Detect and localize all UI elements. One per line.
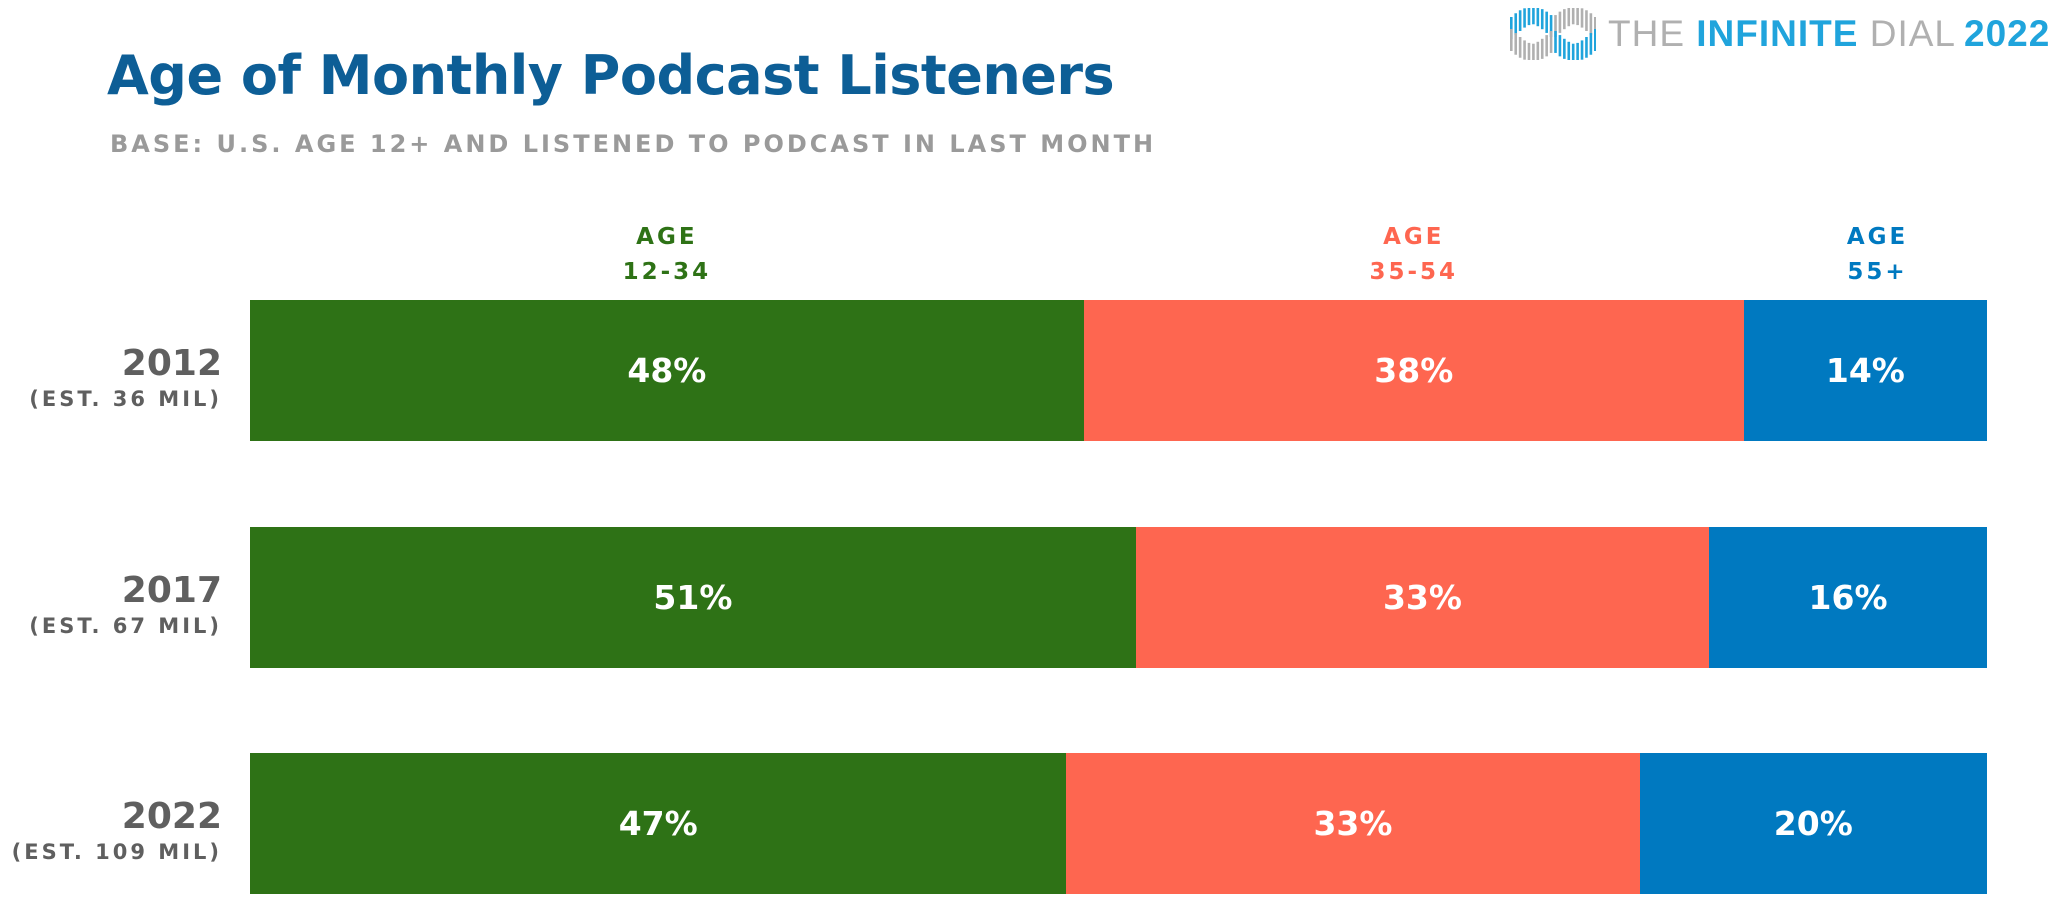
- logo-bar: [1540, 38, 1544, 59]
- logo-bar: [1558, 35, 1562, 57]
- bar-segment-2022-age-55-: 20%: [1639, 753, 1987, 894]
- bar-segment-2012-age-35-54: 38%: [1083, 300, 1744, 441]
- bar-segment-2012-age-55-: 14%: [1743, 300, 1987, 441]
- row-estimate: (EST. 36 MIL): [29, 387, 222, 411]
- logo-bar: [1571, 43, 1575, 60]
- logo-bar: [1585, 37, 1588, 58]
- data-label: 48%: [627, 351, 707, 390]
- logo-text: THE INFINITE DIAL 2022: [1608, 13, 2048, 55]
- logo-bar: [1527, 42, 1531, 60]
- logo-bar: [1523, 8, 1526, 28]
- logo-bar: [1589, 33, 1593, 55]
- logo-text-the: THE: [1608, 13, 1697, 54]
- data-label: 16%: [1808, 578, 1888, 617]
- logo-bar: [1523, 40, 1526, 60]
- legend-header-line2: 12-34: [622, 259, 712, 285]
- logo-bar: [1527, 8, 1531, 26]
- logo-bar: [1594, 17, 1596, 39]
- bar-row-2022: 47% 33% 20%: [250, 753, 1987, 894]
- data-label: 33%: [1313, 804, 1393, 843]
- row-label-2017: 2017 (EST. 67 MIL): [29, 571, 222, 641]
- logo-bar: [1585, 10, 1588, 31]
- logo-bar: [1554, 31, 1557, 53]
- logo-bar: [1563, 38, 1566, 59]
- legend-header-line2: 55+: [1847, 259, 1908, 285]
- logo-bar: [1540, 9, 1544, 30]
- logo-bar: [1558, 11, 1562, 33]
- bar-row-2017: 51% 33% 16%: [250, 527, 1987, 668]
- row-year: 2012: [121, 343, 222, 384]
- logo-bar: [1514, 13, 1518, 35]
- legend-header-line1: AGE: [1383, 224, 1445, 250]
- bar-segment-2017-age-35-54: 33%: [1135, 527, 1710, 668]
- row-year: 2017: [121, 570, 222, 611]
- legend-header-1: AGE 35-54: [1370, 220, 1459, 290]
- data-label: 20%: [1773, 804, 1853, 843]
- logo-bar: [1563, 9, 1566, 30]
- chart-title: Age of Monthly Podcast Listeners: [107, 44, 1115, 107]
- logo-bar: [1567, 41, 1571, 60]
- logo-bar: [1576, 42, 1579, 60]
- logo-bar: [1594, 29, 1596, 51]
- logo-bar: [1545, 11, 1548, 33]
- logo-bar: [1580, 8, 1584, 28]
- bar-segment-2012-age-12-34: 48%: [250, 300, 1084, 441]
- legend-header-line2: 35-54: [1369, 259, 1459, 285]
- bar-segment-2022-age-35-54: 33%: [1066, 753, 1640, 894]
- row-label-2022: 2022 (EST. 109 MIL): [12, 797, 222, 867]
- row-label-2012: 2012 (EST. 36 MIL): [29, 344, 222, 414]
- logo-bar: [1532, 8, 1535, 25]
- logo-bar: [1580, 40, 1584, 60]
- logo-bar: [1532, 43, 1535, 60]
- chart-subtitle: BASE: U.S. AGE 12+ AND LISTENED TO PODCA…: [110, 130, 1157, 158]
- legend-header-2: AGE 55+: [1847, 220, 1908, 290]
- bar-row-2012: 48% 38% 14%: [250, 300, 1987, 441]
- bar-segment-2022-age-12-34: 47%: [250, 753, 1067, 894]
- data-label: 51%: [653, 578, 733, 617]
- logo-bar: [1589, 13, 1593, 35]
- logo-bar: [1510, 17, 1513, 39]
- logo-bar: [1514, 33, 1518, 55]
- bar-segment-2017-age-12-34: 51%: [250, 527, 1136, 668]
- data-label: 14%: [1825, 351, 1905, 390]
- legend-header-0: AGE 12-34: [623, 220, 712, 290]
- logo-text-infinite: INFINITE: [1696, 13, 1859, 54]
- logo-bar: [1576, 8, 1579, 26]
- logo-bar: [1554, 15, 1557, 37]
- logo-text-dial: DIAL: [1858, 13, 1956, 54]
- data-label: 47%: [618, 804, 698, 843]
- infinite-dial-logo: THE INFINITE DIAL 2022: [1508, 6, 2048, 62]
- bar-segment-2017-age-55-: 16%: [1709, 527, 1987, 668]
- row-estimate: (EST. 67 MIL): [29, 614, 222, 638]
- logo-year: 2022: [1964, 13, 2048, 54]
- logo-bar: [1549, 15, 1553, 37]
- row-estimate: (EST. 109 MIL): [11, 840, 222, 864]
- data-label: 38%: [1374, 351, 1454, 390]
- logo-bar: [1518, 10, 1522, 31]
- logo-bar: [1536, 8, 1540, 27]
- legend-header-line1: AGE: [636, 224, 698, 250]
- logo-bar: [1571, 8, 1575, 25]
- legend-header-line1: AGE: [1846, 224, 1909, 250]
- logo-bar: [1545, 35, 1548, 57]
- logo-bar: [1510, 29, 1513, 51]
- logo-bar: [1549, 31, 1553, 53]
- logo-bar: [1536, 41, 1540, 60]
- logo-bar: [1518, 37, 1522, 58]
- logo-bar: [1567, 8, 1571, 27]
- data-label: 33%: [1382, 578, 1462, 617]
- infinity-icon: [1508, 8, 1596, 60]
- row-year: 2022: [121, 796, 222, 837]
